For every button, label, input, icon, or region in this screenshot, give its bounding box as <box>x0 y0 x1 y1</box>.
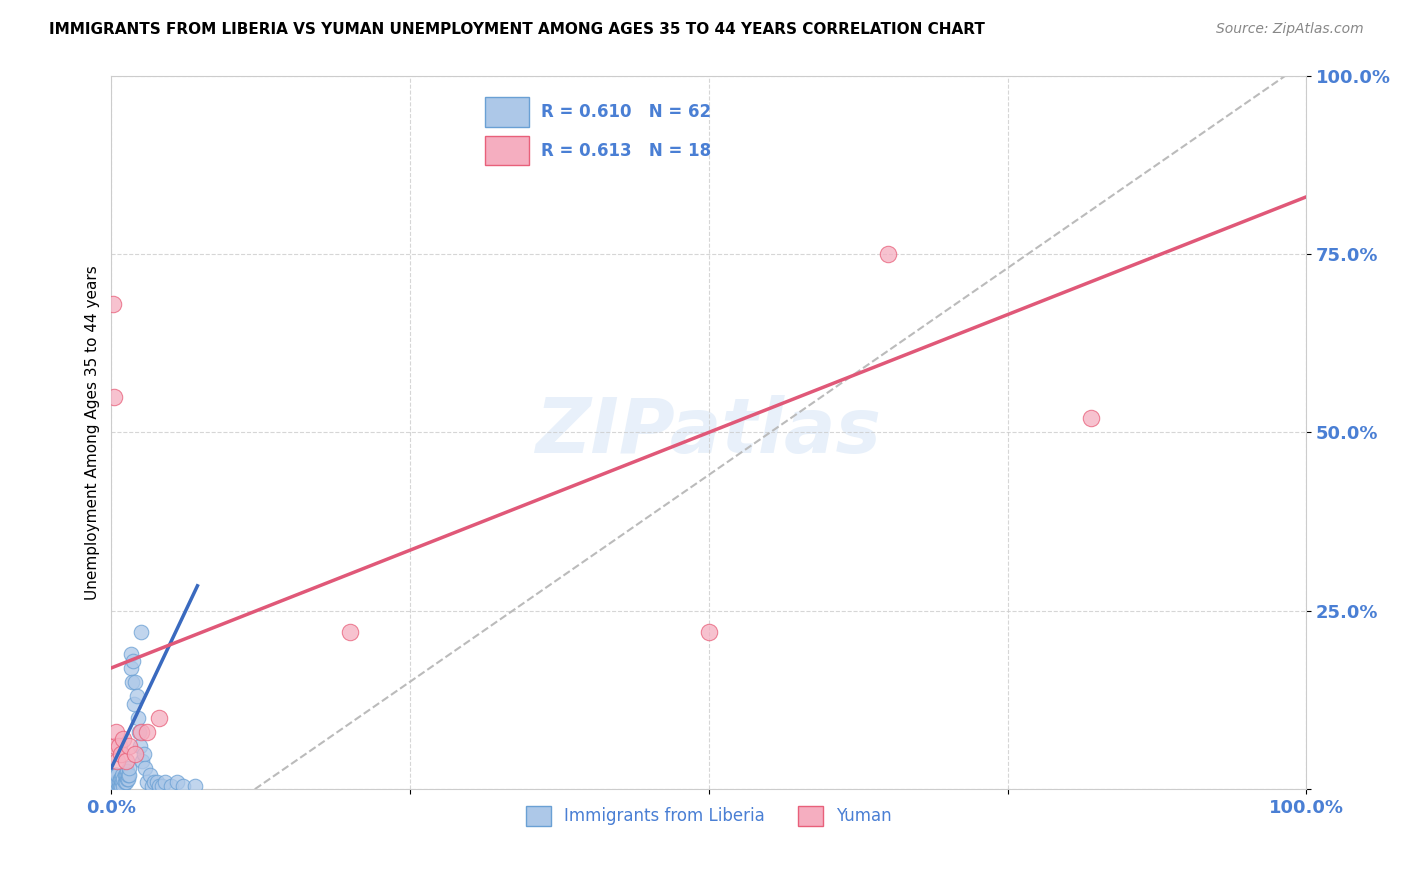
Point <box>103 775 125 789</box>
Point <box>184 779 207 793</box>
Point <box>114 775 136 789</box>
Point <box>141 779 163 793</box>
Point <box>114 768 136 782</box>
Point <box>103 779 125 793</box>
Point <box>127 711 149 725</box>
Point <box>112 772 135 786</box>
Point <box>111 768 134 782</box>
Point <box>120 647 142 661</box>
Text: IMMIGRANTS FROM LIBERIA VS YUMAN UNEMPLOYMENT AMONG AGES 35 TO 44 YEARS CORRELAT: IMMIGRANTS FROM LIBERIA VS YUMAN UNEMPLO… <box>49 22 986 37</box>
Point <box>118 768 141 782</box>
Point <box>136 725 159 739</box>
Point <box>107 775 129 789</box>
Point <box>110 747 132 761</box>
Point <box>104 775 127 789</box>
Point <box>146 775 169 789</box>
Text: ZIPatlas: ZIPatlas <box>536 395 882 469</box>
Point <box>148 779 170 793</box>
Point <box>104 768 127 782</box>
Point <box>120 661 142 675</box>
Point <box>114 754 136 768</box>
Point <box>115 764 138 779</box>
Point <box>124 675 146 690</box>
Point <box>121 675 143 690</box>
Point <box>117 772 139 786</box>
Point <box>104 739 127 754</box>
Point <box>110 779 132 793</box>
Point <box>105 725 128 739</box>
Point <box>103 772 125 786</box>
Point <box>148 711 170 725</box>
Point <box>105 779 128 793</box>
Point <box>697 625 720 640</box>
Point <box>112 732 135 747</box>
Point <box>160 779 183 793</box>
Point <box>111 775 134 789</box>
Point <box>118 739 141 754</box>
Point <box>136 775 159 789</box>
Point <box>143 775 166 789</box>
Point <box>125 690 148 704</box>
Point <box>110 772 132 786</box>
Point <box>112 779 135 793</box>
Point <box>131 754 153 768</box>
Point <box>150 779 173 793</box>
Point <box>129 725 152 739</box>
Point <box>138 768 160 782</box>
Point <box>103 390 125 404</box>
Point <box>166 775 188 789</box>
Point <box>103 779 125 793</box>
Point <box>105 768 128 782</box>
Point <box>122 654 145 668</box>
Point <box>104 779 127 793</box>
Point <box>101 775 124 789</box>
Point <box>101 779 124 793</box>
Point <box>105 775 128 789</box>
Y-axis label: Unemployment Among Ages 35 to 44 years: Unemployment Among Ages 35 to 44 years <box>86 265 100 599</box>
Point <box>105 754 128 768</box>
Point <box>107 739 129 754</box>
Point <box>129 625 152 640</box>
Point <box>877 247 900 261</box>
Point <box>101 779 124 793</box>
Point <box>153 775 176 789</box>
Point <box>128 725 150 739</box>
Point <box>122 697 145 711</box>
Point <box>118 761 141 775</box>
Point <box>1080 411 1102 425</box>
Point <box>134 761 156 775</box>
Point <box>114 775 136 789</box>
Point <box>114 768 136 782</box>
Point <box>132 747 155 761</box>
Point <box>105 775 128 789</box>
Point <box>117 768 139 782</box>
Point <box>105 779 128 793</box>
Point <box>115 772 138 786</box>
Text: Source: ZipAtlas.com: Source: ZipAtlas.com <box>1216 22 1364 37</box>
Point <box>129 739 152 754</box>
Point <box>105 768 128 782</box>
Point <box>107 779 129 793</box>
Point <box>108 772 131 786</box>
Point <box>124 747 146 761</box>
Point <box>108 779 131 793</box>
Point <box>172 779 194 793</box>
Point <box>101 297 124 311</box>
Legend: Immigrants from Liberia, Yuman: Immigrants from Liberia, Yuman <box>517 797 900 834</box>
Point <box>339 625 361 640</box>
